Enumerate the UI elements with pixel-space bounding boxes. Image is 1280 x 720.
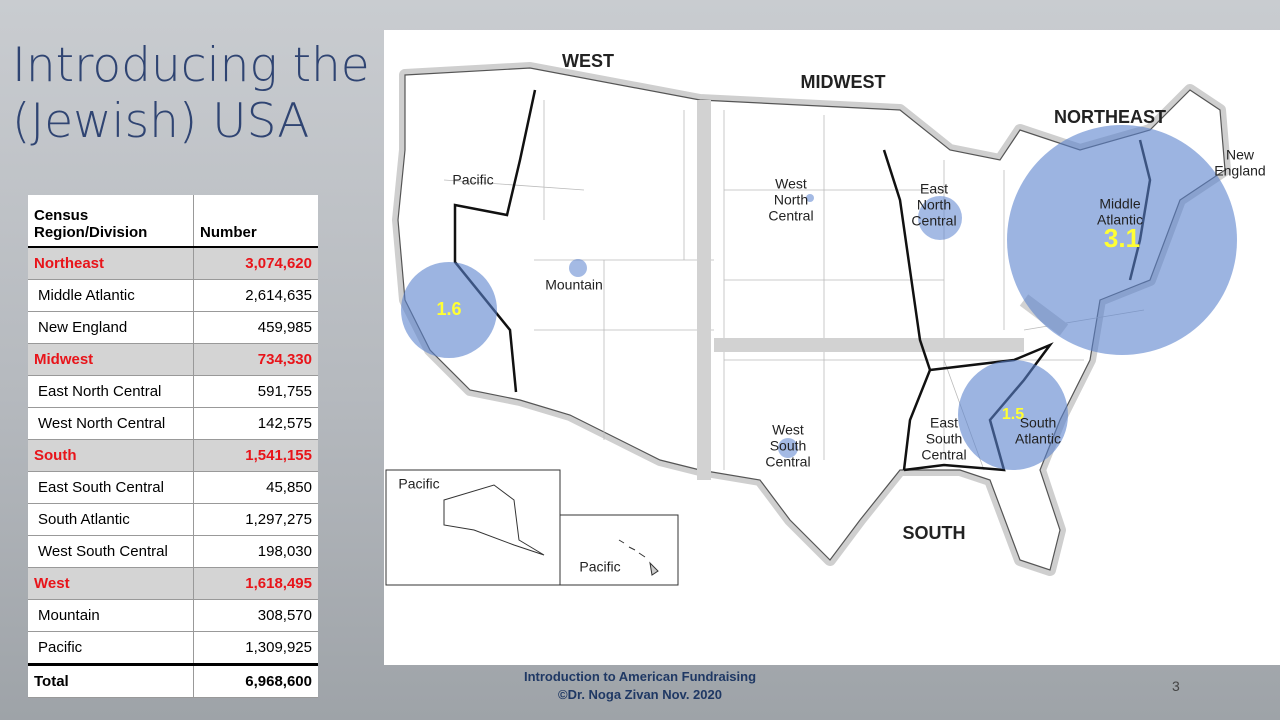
region-label: Middle bbox=[1099, 196, 1140, 212]
region-label: North bbox=[917, 197, 951, 213]
dot bbox=[569, 259, 587, 277]
bubble-label: 3.1 bbox=[1104, 223, 1140, 253]
region-row: West 1,618,495 bbox=[28, 567, 318, 600]
slide-title: Introducing the (Jewish) USA bbox=[12, 38, 370, 150]
cell: New England bbox=[28, 311, 194, 344]
division-row: Mountain 308,570 bbox=[28, 599, 318, 632]
division-row: West North Central 142,575 bbox=[28, 407, 318, 440]
title-line: (Jewish) USA bbox=[12, 94, 310, 149]
region-label: West bbox=[775, 176, 807, 192]
region-label: Atlantic bbox=[1015, 431, 1061, 447]
cell: 1,309,925 bbox=[193, 631, 318, 665]
cell: 308,570 bbox=[193, 599, 318, 632]
cell: Census Region/Division bbox=[28, 195, 194, 248]
census-table: Census Region/Division Number Northeast 3,0… bbox=[28, 195, 318, 698]
cell: Pacific bbox=[28, 631, 194, 665]
region-label: Central bbox=[768, 208, 813, 224]
bubble-label: 1.6 bbox=[436, 299, 461, 319]
division-row: Pacific 1,309,925 bbox=[28, 631, 318, 665]
footer-line: Introduction to American Fundraising bbox=[523, 669, 757, 684]
region-label: MIDWEST bbox=[801, 72, 886, 92]
region-label: WEST bbox=[562, 51, 614, 71]
cell: 45,850 bbox=[193, 471, 318, 504]
region-label: Mountain bbox=[545, 277, 603, 293]
page-number: 3 bbox=[1172, 678, 1180, 694]
region-row: Midwest 734,330 bbox=[28, 343, 318, 376]
region-label: NORTHEAST bbox=[1054, 107, 1166, 127]
cell: 1,618,495 bbox=[193, 567, 318, 600]
cell: Mountain bbox=[28, 599, 194, 632]
dot bbox=[806, 194, 814, 202]
cell: 142,575 bbox=[193, 407, 318, 440]
bubble-label: 1.5 bbox=[1002, 406, 1024, 423]
title-line: Introducing the bbox=[12, 38, 370, 93]
cell: Midwest bbox=[28, 343, 194, 376]
header-row: Census Region/Division Number bbox=[28, 195, 318, 248]
cell: 198,030 bbox=[193, 535, 318, 568]
division-row: East North Central 591,755 bbox=[28, 375, 318, 408]
us-map: WEST MIDWEST NORTHEAST SOUTH Pacific Mountain… bbox=[384, 30, 1280, 665]
region-label: Central bbox=[911, 213, 956, 229]
cell: 3,074,620 bbox=[193, 247, 318, 280]
cell: 591,755 bbox=[193, 375, 318, 408]
region-label: England bbox=[1214, 163, 1265, 179]
cell: South Atlantic bbox=[28, 503, 194, 536]
region-row: South 1,541,155 bbox=[28, 439, 318, 472]
cell: 1,541,155 bbox=[193, 439, 318, 472]
cell: West South Central bbox=[28, 535, 194, 568]
cell: Total bbox=[28, 663, 194, 698]
bubble bbox=[401, 262, 497, 358]
dot bbox=[918, 196, 962, 240]
region-label: Pacific bbox=[452, 172, 493, 188]
region-label: New bbox=[1226, 147, 1255, 163]
cell: Middle Atlantic bbox=[28, 279, 194, 312]
bubble bbox=[1007, 125, 1237, 355]
cell: West North Central bbox=[28, 407, 194, 440]
cell: Northeast bbox=[28, 247, 194, 280]
cell: South bbox=[28, 439, 194, 472]
region-label: Central bbox=[921, 447, 966, 463]
division-row: West South Central 198,030 bbox=[28, 535, 318, 568]
cell: 6,968,600 bbox=[193, 663, 318, 698]
region-label: East bbox=[930, 415, 958, 431]
region-label: Pacific bbox=[398, 476, 439, 492]
region-label: East bbox=[920, 181, 948, 197]
region-label: Atlantic bbox=[1097, 212, 1143, 228]
division-row: New England 459,985 bbox=[28, 311, 318, 344]
dot bbox=[778, 438, 798, 458]
region-label: South bbox=[926, 431, 963, 447]
division-row: East South Central 45,850 bbox=[28, 471, 318, 504]
region-label: West bbox=[772, 422, 804, 438]
division-row: Middle Atlantic 2,614,635 bbox=[28, 279, 318, 312]
cell: Number bbox=[193, 195, 318, 248]
cell: 459,985 bbox=[193, 311, 318, 344]
region-label: South bbox=[770, 438, 807, 454]
region-label: South bbox=[1020, 415, 1057, 431]
cell: 1,297,275 bbox=[193, 503, 318, 536]
region-label: Pacific bbox=[579, 559, 620, 575]
division-row: South Atlantic 1,297,275 bbox=[28, 503, 318, 536]
footer: Introduction to American Fundraising ©Dr.… bbox=[440, 668, 840, 704]
region-label: SOUTH bbox=[903, 523, 966, 543]
cell: West bbox=[28, 567, 194, 600]
region-label: North bbox=[774, 192, 808, 208]
cell: 734,330 bbox=[193, 343, 318, 376]
cell: 2,614,635 bbox=[193, 279, 318, 312]
region-row: Northeast 3,074,620 bbox=[28, 247, 318, 280]
bubble bbox=[958, 360, 1068, 470]
total-row: Total 6,968,600 bbox=[28, 663, 318, 698]
region-label: Central bbox=[765, 454, 810, 470]
cell: East South Central bbox=[28, 471, 194, 504]
footer-line: ©Dr. Noga Zivan Nov. 2020 bbox=[558, 687, 722, 702]
cell: East North Central bbox=[28, 375, 194, 408]
